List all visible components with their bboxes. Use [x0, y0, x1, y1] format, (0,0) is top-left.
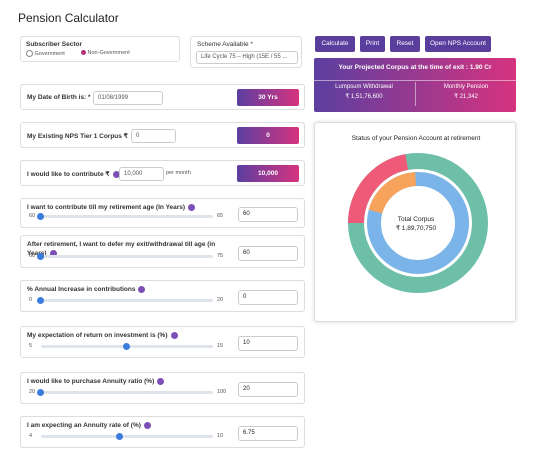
center-label: Total Corpus — [397, 216, 435, 223]
value-badge: 0 — [237, 127, 299, 144]
slider-thumb[interactable] — [115, 433, 123, 440]
slider-row: After retirement, I want to defer my exi… — [20, 235, 305, 268]
text-input[interactable]: 01/08/1999 — [93, 91, 163, 105]
projection-headline: Your Projected Corpus at the time of exi… — [338, 64, 492, 71]
outer-segment — [348, 153, 488, 293]
slider-max: 15 — [217, 343, 224, 349]
slider-label: I would like to purchase Annuity ratio (… — [27, 377, 227, 386]
info-icon[interactable] — [138, 285, 146, 293]
radio-label: Government — [34, 50, 65, 57]
open-nps-button[interactable]: Open NPS Account — [425, 36, 491, 52]
scheme-box: Scheme Available * Life Cycle 75 – High … — [190, 36, 302, 68]
slider-thumb[interactable] — [123, 343, 130, 350]
slider-max: 10 — [217, 433, 224, 439]
slider-row: I am expecting an Annuity rate of (%) 4 10… — [20, 416, 305, 448]
input-row: My Existing NPS Tier 1 Corpus ₹0 0 — [20, 122, 305, 148]
info-icon[interactable] — [188, 203, 196, 211]
slider-input[interactable]: 0 — [238, 290, 298, 305]
slider-max: 100 — [217, 389, 227, 395]
input-row: I would like to contribute ₹10,000 per mo… — [20, 160, 305, 186]
input-row: My Date of Birth is: * 01/08/1999 30 Yrs — [20, 84, 305, 110]
slider-min: 60 — [29, 213, 36, 219]
print-button[interactable]: Print — [360, 36, 385, 52]
center-value: ₹ 1,89,70,750 — [395, 225, 437, 232]
slider-thumb[interactable] — [37, 213, 44, 220]
slider-track — [41, 391, 213, 394]
input-label: My Existing NPS Tier 1 Corpus ₹ — [27, 132, 138, 140]
reset-button[interactable]: Reset — [390, 36, 420, 52]
scheme-label: Scheme Available * — [197, 41, 253, 48]
input-label: I would like to contribute ₹ — [27, 170, 120, 178]
slider-min: 60 — [29, 253, 36, 259]
radio-label: Non-Government — [87, 50, 130, 56]
slider-input[interactable]: 20 — [238, 382, 298, 397]
input-label: My Date of Birth is: * — [27, 94, 101, 101]
donut — [348, 153, 488, 293]
chart-title: Status of your Pension Account at retire… — [351, 135, 481, 142]
slider-input[interactable]: 6.75 — [238, 426, 298, 441]
lumpsum-value: ₹ 1,51,76,600 — [345, 94, 383, 100]
projection-banner: Your Projected Corpus at the time of exi… — [314, 58, 516, 112]
text-input[interactable]: 0 — [131, 129, 176, 143]
slider-max: 75 — [217, 253, 224, 259]
calculate-button[interactable]: Calculate — [315, 36, 355, 52]
slider-track — [41, 299, 213, 302]
slider-row: My expectation of return on investment i… — [20, 326, 305, 358]
slider-max: 20 — [217, 297, 224, 303]
slider-track — [41, 435, 213, 438]
slider-thumb[interactable] — [37, 389, 44, 396]
info-icon[interactable] — [157, 377, 165, 385]
slider-track — [41, 215, 213, 218]
slider-thumb[interactable] — [37, 253, 44, 260]
info-icon[interactable] — [143, 421, 151, 429]
slider-label: My expectation of return on investment i… — [27, 331, 227, 340]
slider-min: 0 — [29, 297, 33, 303]
info-icon[interactable] — [170, 331, 178, 339]
text-input[interactable]: 10,000 — [119, 167, 164, 181]
page-title: Pension Calculator — [18, 11, 119, 25]
slider-row: % Annual Increase in contributions 0 20 0 — [20, 280, 305, 312]
sector-label: Subscriber Sector — [26, 41, 82, 48]
slider-row: I would like to purchase Annuity ratio (… — [20, 372, 305, 404]
info-icon[interactable] — [49, 249, 57, 257]
slider-label: I am expecting an Annuity rate of (%) — [27, 421, 227, 430]
input-suffix: per month — [166, 170, 191, 176]
chart-card: Status of your Pension Account at retire… — [314, 122, 516, 322]
slider-label: I want to contribute till my retirement … — [27, 203, 227, 212]
slider-input[interactable]: 10 — [238, 336, 298, 351]
pension-label: Monthly Pension — [443, 84, 489, 90]
slider-input[interactable]: 60 — [238, 207, 298, 222]
slider-track — [41, 255, 213, 258]
slider-row: I want to contribute till my retirement … — [20, 198, 305, 228]
slider-min: 20 — [29, 389, 36, 395]
pension-value: ₹ 21,342 — [454, 94, 478, 100]
slider-label: % Annual Increase in contributions — [27, 285, 227, 294]
slider-label: After retirement, I want to defer my exi… — [27, 240, 227, 258]
radio-government[interactable]: Government — [26, 50, 65, 57]
inner-ring — [367, 172, 469, 274]
slider-thumb[interactable] — [37, 297, 44, 304]
info-icon[interactable] — [112, 170, 120, 178]
slider-input[interactable]: 60 — [238, 245, 298, 261]
value-badge: 10,000 — [237, 165, 299, 182]
slider-min: 4 — [29, 433, 33, 439]
radio-non-government[interactable]: Non-Government — [81, 50, 130, 56]
value-badge: 30 Yrs — [237, 89, 299, 106]
lumpsum-label: Lumpsum Withdrawal — [335, 84, 393, 90]
slider-max: 65 — [217, 213, 224, 219]
slider-min: 5 — [29, 343, 33, 349]
scheme-select[interactable]: Life Cycle 75 – High (15E / 55 ... — [196, 51, 298, 64]
sector-box: Subscriber Sector Government Non-Governm… — [20, 36, 180, 62]
